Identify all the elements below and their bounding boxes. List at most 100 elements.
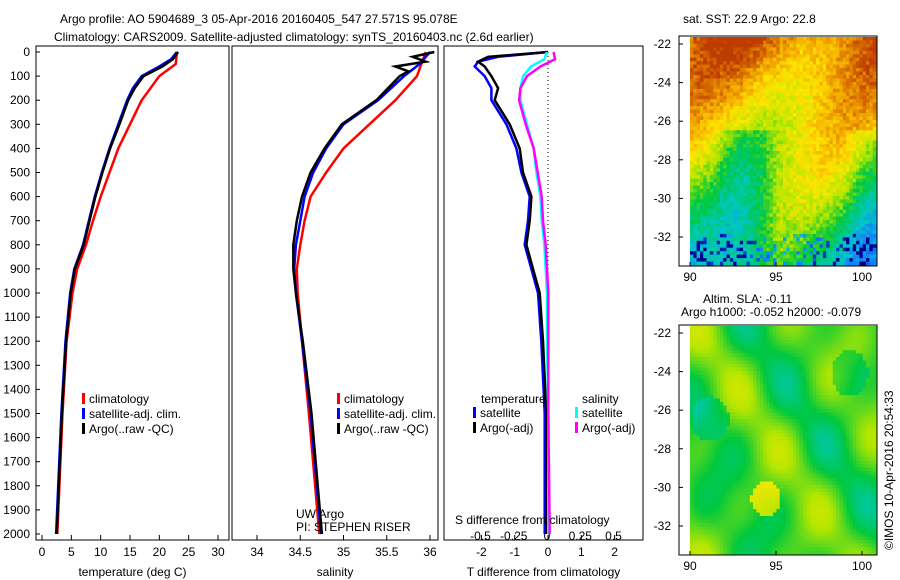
map-cell: [723, 47, 728, 52]
map-cell: [693, 182, 698, 187]
map-cell: [826, 171, 831, 176]
map-cell: [872, 154, 877, 159]
map-cell: [766, 88, 771, 93]
map-cell: [849, 78, 854, 83]
map-cell: [822, 189, 827, 194]
map-cell: [802, 209, 807, 214]
map-cell: [703, 40, 708, 45]
map-cell: [796, 64, 801, 69]
map-cell: [756, 137, 761, 142]
map-cell: [799, 119, 804, 124]
map-cell: [806, 130, 811, 135]
map-cell: [822, 123, 827, 128]
map-cell: [713, 68, 718, 73]
map-cell: [769, 182, 774, 187]
map-cell: [759, 220, 764, 225]
map-cell: [713, 175, 718, 180]
map-cell: [709, 161, 714, 166]
map-cell: [849, 130, 854, 135]
map-cell: [856, 154, 860, 159]
map-cell: [713, 164, 718, 169]
map-cell: [846, 133, 850, 138]
map-cell: [706, 164, 711, 169]
map-cell: [793, 185, 797, 190]
map-cell: [700, 185, 704, 190]
map-cell: [743, 388, 747, 393]
map-cell: [802, 151, 807, 156]
map-cell: [869, 233, 874, 238]
map-cell: [872, 144, 877, 149]
map-cell: [786, 123, 791, 128]
map-cell: [859, 64, 864, 69]
map-cell: [839, 154, 844, 159]
map-cell: [693, 367, 698, 372]
map-cell: [706, 182, 711, 187]
map-cell: [706, 491, 711, 496]
map-cell: [842, 88, 847, 93]
map-cell: [816, 216, 821, 221]
map-cell: [872, 192, 877, 197]
map-cell: [713, 202, 718, 207]
map-cell: [700, 364, 704, 369]
map-cell: [872, 178, 877, 183]
map-cell: [776, 261, 781, 266]
map-cell: [693, 505, 698, 510]
map-cell: [723, 171, 728, 176]
map-cell: [733, 151, 738, 156]
map-cell: [739, 154, 744, 159]
map-cell: [696, 81, 701, 86]
map-cell: [713, 512, 718, 517]
map-cell: [826, 189, 831, 194]
map-cell: [796, 233, 801, 238]
map-cell: [703, 357, 708, 362]
map-cell: [872, 189, 877, 194]
map-cell: [856, 258, 860, 263]
map-cell: [690, 405, 694, 410]
map-cell: [719, 227, 724, 232]
map-cell: [763, 147, 767, 152]
map-cell: [693, 471, 698, 476]
map-cell: [779, 61, 784, 66]
map-cell: [736, 353, 741, 358]
map-cell: [802, 240, 807, 245]
map-cell: [793, 195, 797, 200]
map-cell: [709, 244, 714, 249]
map-cell: [726, 64, 731, 69]
map-cell: [866, 151, 870, 156]
map-cell: [726, 40, 731, 45]
map-cell: [779, 199, 784, 204]
map-cell: [696, 381, 701, 386]
map-cell: [739, 478, 744, 483]
map-cell: [769, 216, 774, 221]
map-cell: [819, 213, 824, 218]
map-cell: [812, 151, 817, 156]
map-cell: [756, 258, 761, 263]
map-cell: [733, 199, 738, 204]
map-cell: [726, 202, 731, 207]
map-cell: [703, 99, 708, 104]
map-cell: [836, 195, 840, 200]
map-cell: [700, 478, 704, 483]
map-cell: [700, 440, 704, 445]
map-cell: [753, 64, 757, 69]
map-cell: [719, 426, 724, 431]
map-cell: [729, 512, 734, 517]
map-cell: [716, 192, 721, 197]
map-cell: [799, 164, 804, 169]
map-cell: [799, 195, 804, 200]
map-cell: [743, 505, 747, 510]
map-cell: [786, 61, 791, 66]
map-cell: [693, 533, 698, 538]
map-cell: [812, 95, 817, 100]
x-tick-label: 0: [545, 545, 552, 559]
map-cell: [693, 350, 698, 355]
map-cell: [809, 261, 814, 266]
map-cell: [706, 213, 711, 218]
map-cell: [832, 154, 837, 159]
map-cell: [709, 216, 714, 221]
map-cell: [866, 81, 870, 86]
map-cell: [793, 220, 797, 225]
map-cell: [739, 237, 744, 242]
map-cell: [706, 550, 711, 555]
map-cell: [816, 123, 821, 128]
